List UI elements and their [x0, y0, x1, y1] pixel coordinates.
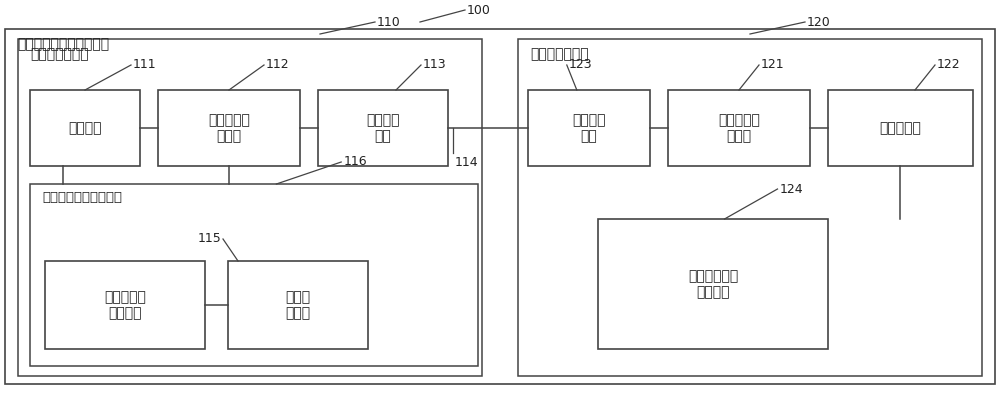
Text: 第一通信
模块: 第一通信 模块 — [366, 113, 400, 143]
Text: 第二指令功能
执行模块: 第二指令功能 执行模块 — [688, 269, 738, 299]
Text: 主控制器: 主控制器 — [68, 121, 102, 135]
Text: 116: 116 — [343, 156, 367, 169]
Text: 床体侧控制系统: 床体侧控制系统 — [530, 47, 589, 61]
Text: 122: 122 — [937, 58, 961, 71]
Text: 124: 124 — [780, 182, 803, 195]
Text: 113: 113 — [423, 58, 447, 71]
Bar — [598, 219, 828, 349]
Bar — [528, 90, 650, 166]
Text: 114: 114 — [455, 156, 479, 169]
Text: 第二通信
模块: 第二通信 模块 — [572, 113, 606, 143]
Text: 123: 123 — [569, 58, 592, 71]
Text: 115: 115 — [197, 232, 221, 245]
Text: 信号控制器: 信号控制器 — [880, 121, 921, 135]
Text: 轮椅侧
传动器: 轮椅侧 传动器 — [285, 290, 311, 320]
Text: 轮椅侧控制系统: 轮椅侧控制系统 — [30, 47, 89, 61]
Text: 轮椅与床的对接控制系统: 轮椅与床的对接控制系统 — [17, 37, 109, 51]
Text: 110: 110 — [377, 15, 401, 28]
Text: 第一信号采
集系统: 第一信号采 集系统 — [208, 113, 250, 143]
Text: 112: 112 — [266, 58, 290, 71]
Bar — [45, 261, 205, 349]
Bar — [668, 90, 810, 166]
Bar — [228, 261, 368, 349]
Text: 第一指令功能执行模块: 第一指令功能执行模块 — [42, 191, 122, 204]
Text: 第一传动器
驱动系统: 第一传动器 驱动系统 — [104, 290, 146, 320]
Bar — [18, 39, 482, 376]
Text: 121: 121 — [761, 58, 785, 71]
Text: 100: 100 — [467, 4, 491, 17]
Text: 120: 120 — [807, 15, 831, 28]
Bar — [30, 90, 140, 166]
Text: 111: 111 — [133, 58, 157, 71]
Bar — [828, 90, 973, 166]
Bar — [518, 39, 982, 376]
Bar — [30, 184, 478, 366]
Bar — [318, 90, 448, 166]
Bar — [158, 90, 300, 166]
Text: 第二信号采
集系统: 第二信号采 集系统 — [718, 113, 760, 143]
